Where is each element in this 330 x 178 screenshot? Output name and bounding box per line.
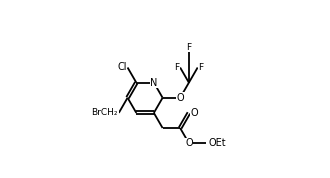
Text: O: O xyxy=(185,138,193,148)
Text: OEt: OEt xyxy=(208,138,226,148)
Text: O: O xyxy=(190,108,198,118)
Text: O: O xyxy=(176,93,184,103)
Text: F: F xyxy=(198,63,203,72)
Text: N: N xyxy=(150,78,157,88)
Text: F: F xyxy=(186,43,191,52)
Text: F: F xyxy=(175,63,180,72)
Text: BrCH₂: BrCH₂ xyxy=(91,108,118,117)
Text: Cl: Cl xyxy=(117,62,127,72)
